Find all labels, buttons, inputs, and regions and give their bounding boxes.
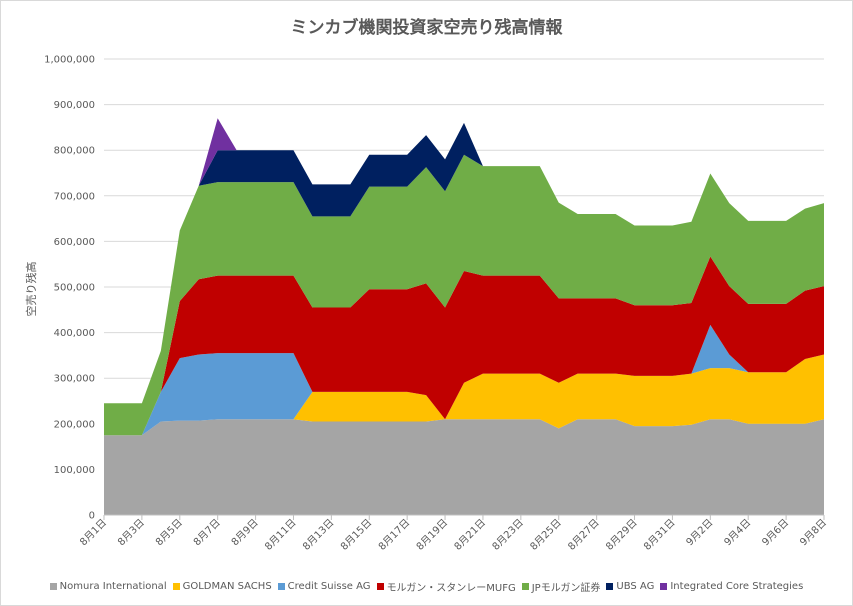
legend-item: Integrated Core Strategies: [660, 581, 803, 593]
legend-label: JPモルガン証券: [531, 583, 601, 594]
legend-swatch: [172, 583, 180, 590]
y-tick-label: 1,000,000: [44, 55, 95, 66]
legend-item: UBS AG: [606, 581, 654, 593]
x-tick-label: 8月15日: [338, 517, 374, 553]
legend-swatch: [606, 583, 614, 590]
y-axis-label: 空売り残高: [24, 262, 38, 317]
area-series: [104, 354, 824, 436]
x-tick-label: 8月11日: [262, 517, 298, 553]
legend-item: JPモルガン証券: [521, 579, 601, 594]
area-series: [104, 419, 824, 515]
legend-label: UBS AG: [616, 581, 655, 592]
x-tick-label: 9月6日: [760, 517, 792, 549]
area-series: [104, 324, 824, 436]
y-tick-label: 700,000: [54, 191, 95, 202]
y-tick-label: 500,000: [54, 283, 95, 294]
x-tick-label: 8月3日: [115, 517, 147, 549]
y-tick-label: 0: [89, 511, 95, 522]
x-tick-label: 8月13日: [300, 517, 336, 553]
area-series: [104, 256, 824, 436]
y-tick-label: 900,000: [54, 100, 95, 111]
y-tick-label: 100,000: [54, 465, 95, 476]
legend-swatch: [660, 583, 668, 590]
legend-label: Nomura International: [59, 581, 167, 592]
legend-label: GOLDMAN SACHS: [182, 581, 272, 592]
legend-label: モルガン・スタンレーMUFG: [386, 583, 516, 594]
x-tick-label: 8月7日: [191, 517, 223, 549]
x-tick-label: 9月8日: [797, 517, 829, 549]
chart-title: ミンカブ機関投資家空売り残高情報: [290, 18, 563, 38]
legend-item: Nomura International: [49, 581, 167, 593]
y-tick-label: 800,000: [54, 146, 95, 157]
y-tick-label: 600,000: [54, 237, 95, 248]
x-tick-label: 8月31日: [641, 517, 677, 553]
x-tick-label: 8月29日: [604, 517, 640, 553]
legend-swatch: [277, 583, 285, 590]
y-tick-label: 200,000: [54, 419, 95, 430]
x-tick-label: 9月4日: [722, 517, 754, 549]
legend-swatch: [376, 583, 384, 590]
legend-item: Credit Suisse AG: [277, 581, 371, 593]
legend-item: モルガン・スタンレーMUFG: [376, 579, 516, 594]
y-tick-label: 400,000: [54, 328, 95, 339]
y-tick-label: 300,000: [54, 374, 95, 385]
x-tick-label: 8月5日: [153, 517, 185, 549]
x-tick-label: 8月9日: [229, 517, 261, 549]
area-series: [104, 154, 824, 436]
x-tick-label: 8月19日: [414, 517, 450, 553]
legend-label: Credit Suisse AG: [287, 581, 371, 592]
x-tick-label: 8月25日: [528, 517, 564, 553]
legend-swatch: [49, 583, 57, 590]
x-tick-label: 8月27日: [566, 517, 602, 553]
x-tick-label: 8月21日: [452, 517, 488, 553]
x-tick-label: 9月2日: [684, 517, 716, 549]
legend-label: Integrated Core Strategies: [670, 581, 804, 592]
legend-item: GOLDMAN SACHS: [172, 581, 272, 593]
x-tick-label: 8月17日: [376, 517, 412, 553]
legend: Nomura International GOLDMAN SACHS Credit …: [1, 579, 852, 594]
legend-swatch: [521, 583, 529, 590]
x-tick-label: 8月23日: [490, 517, 526, 553]
area-series-group: [104, 118, 824, 515]
